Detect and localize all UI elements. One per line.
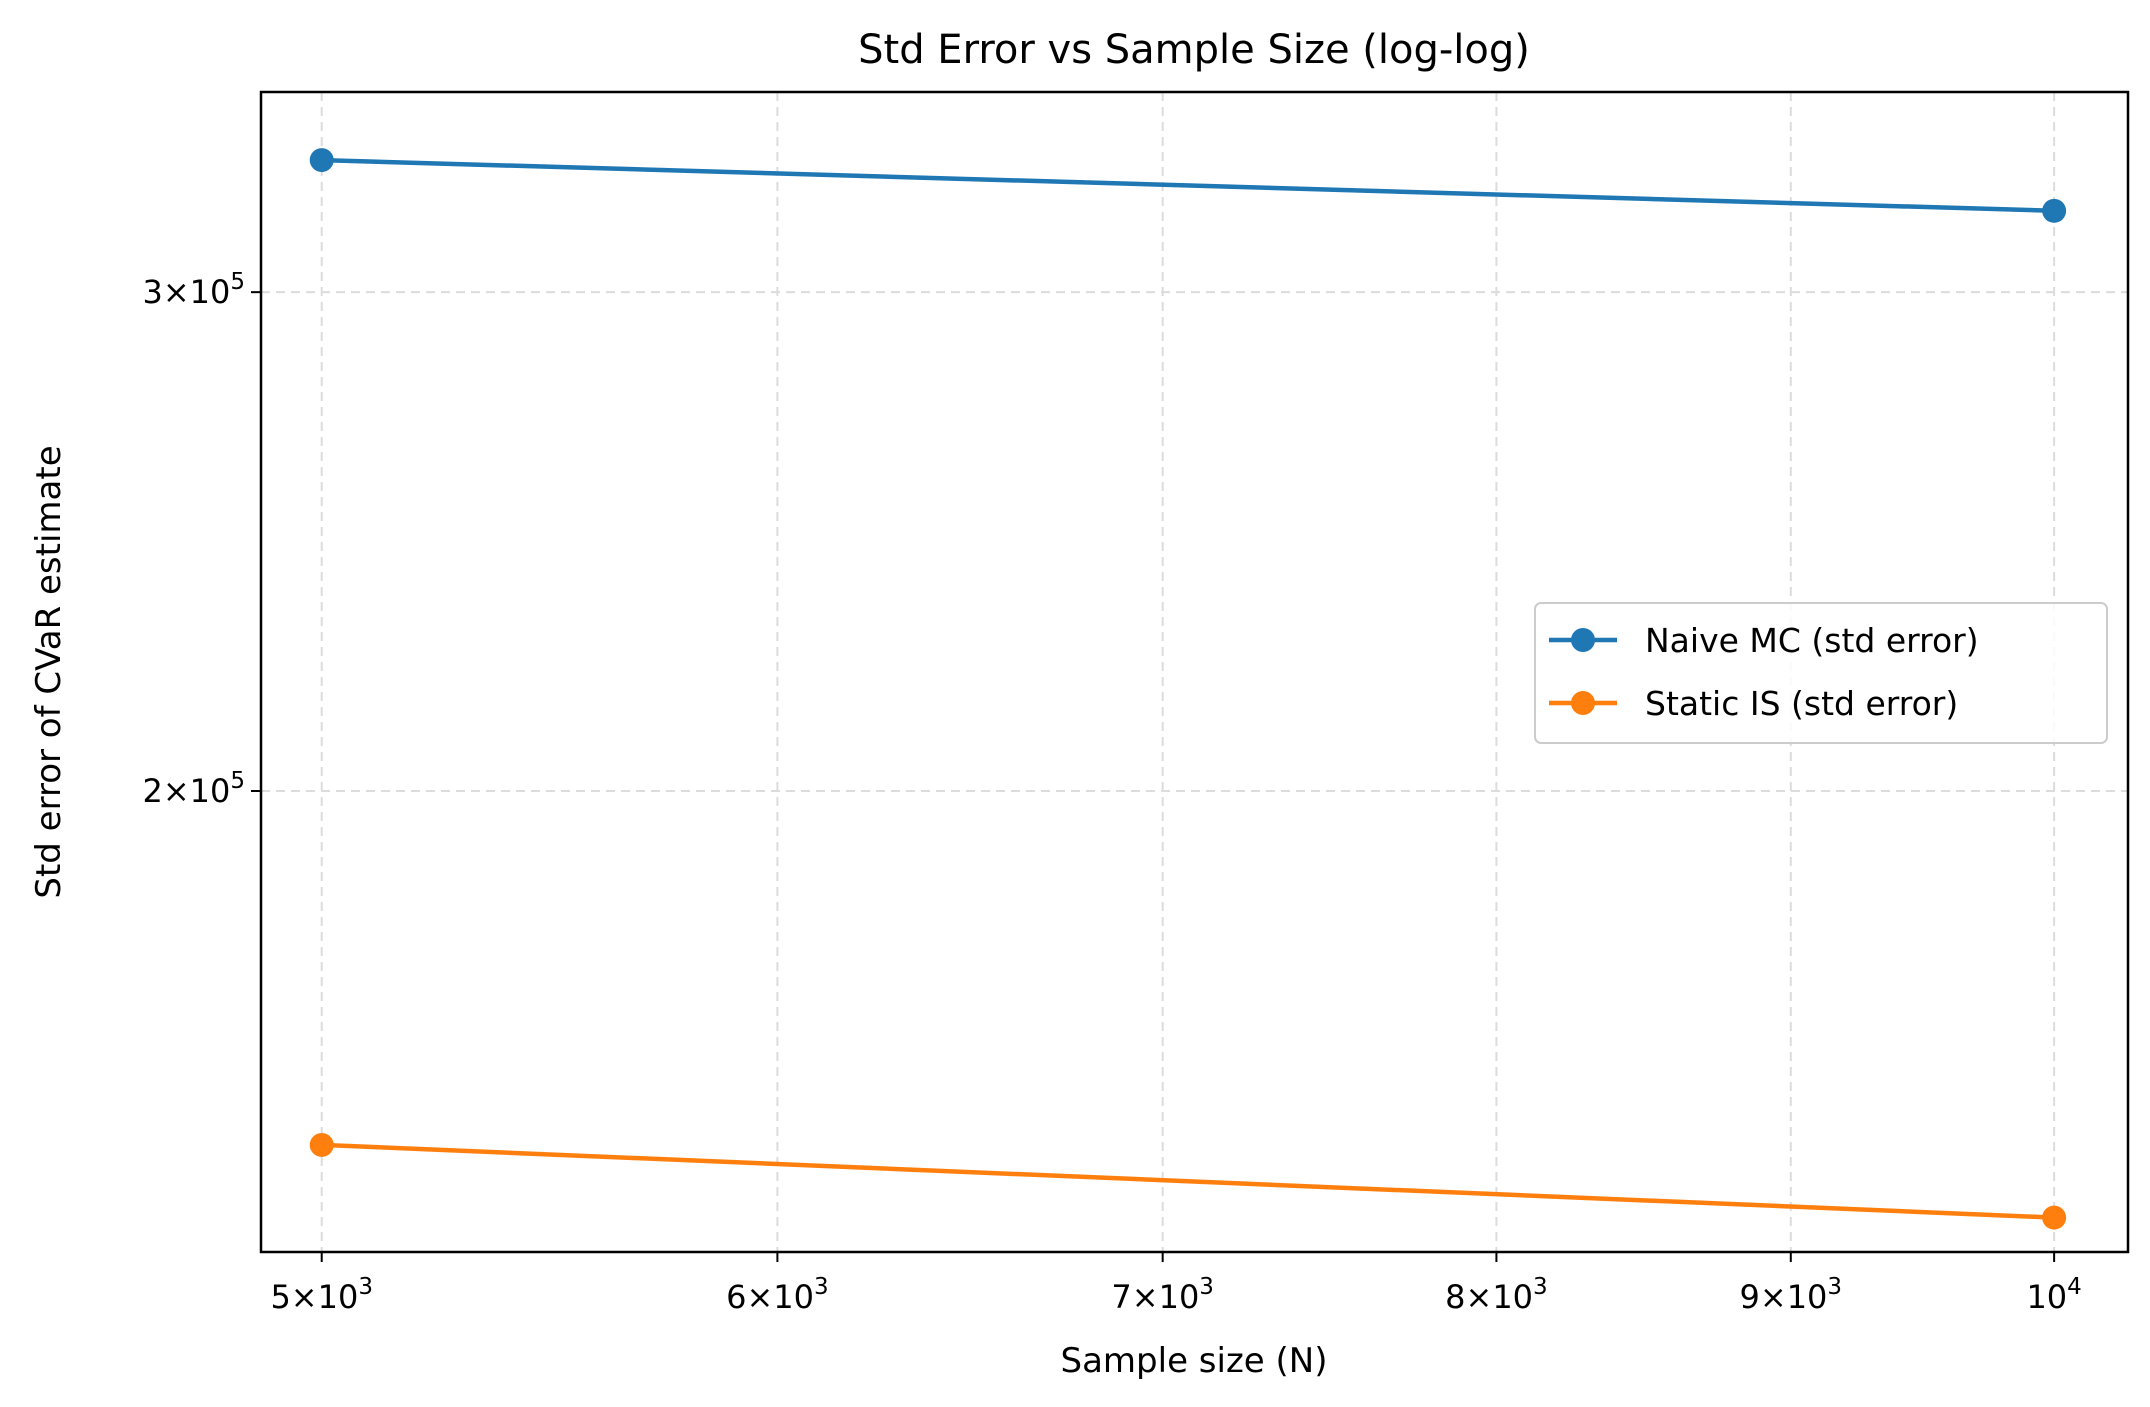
x-tick-label: 5×103 <box>270 1274 373 1316</box>
legend-marker <box>1571 628 1595 652</box>
plot-frame <box>259 90 2130 1254</box>
data-point <box>309 148 334 173</box>
x-tick-label: 7×103 <box>1111 1274 1214 1316</box>
series-0 <box>309 148 2067 223</box>
x-axis-label: Sample size (N) <box>1061 1341 1328 1381</box>
legend-item: Naive MC (std error) <box>1549 621 1979 660</box>
grid <box>261 92 2128 1252</box>
x-tick-label: 6×103 <box>726 1274 829 1316</box>
x-tick-label: 9×103 <box>1740 1274 1843 1316</box>
legend-label: Naive MC (std error) <box>1645 621 1979 660</box>
data-point <box>2042 198 2067 223</box>
y-axis-label: Std error of CVaR estimate <box>29 445 69 898</box>
legend-box <box>1534 602 2108 744</box>
chart-title: Std Error vs Sample Size (log-log) <box>858 27 1530 73</box>
series-1 <box>309 1132 2067 1230</box>
plot-series <box>309 148 2067 1230</box>
legend-marker <box>1571 691 1595 715</box>
y-tick-label: 2×105 <box>142 768 245 810</box>
data-point <box>309 1132 334 1157</box>
x-tick-label: 104 <box>2026 1274 2081 1316</box>
series-line <box>321 157 2055 214</box>
y-tick-label: 3×105 <box>142 269 245 311</box>
legend-item: Static IS (std error) <box>1549 684 1958 723</box>
x-tick-label: 8×103 <box>1445 1274 1548 1316</box>
series-line <box>321 1142 2055 1220</box>
data-point <box>2042 1205 2067 1230</box>
axis-ticks: 5×103 6×103 7×103 8×103 9×103 104 3×105 2×105 <box>142 269 2081 1316</box>
legend-label: Static IS (std error) <box>1645 684 1958 723</box>
legend: Naive MC (std error) Static IS (std error… <box>1534 602 2108 744</box>
